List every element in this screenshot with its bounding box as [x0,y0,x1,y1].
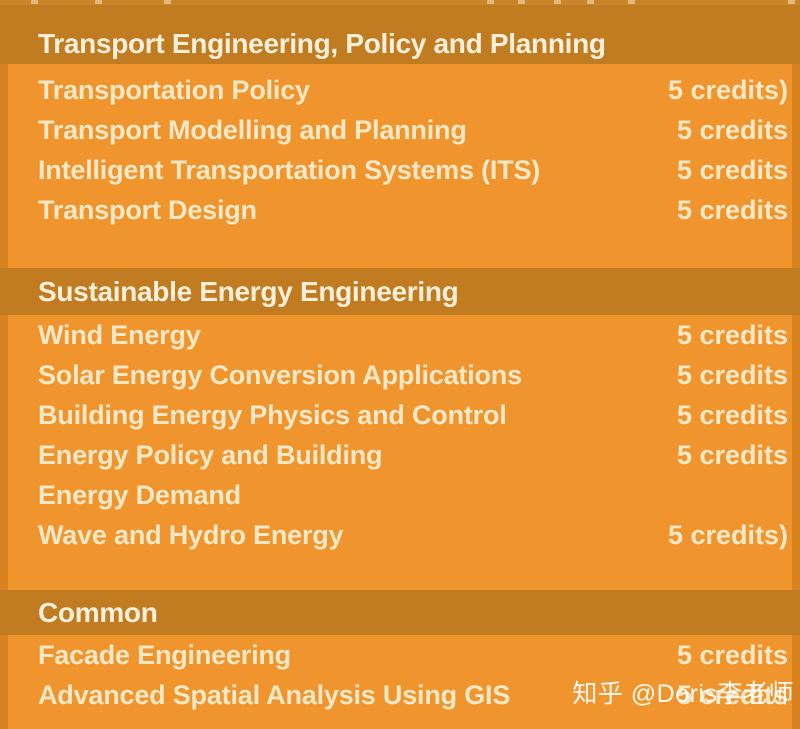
table-row: Solar Energy Conversion Applications 5 c… [8,355,788,395]
table-row: Building Energy Physics and Control 5 cr… [8,395,788,435]
course-credits: 5 credits [676,114,788,145]
course-name: Transport Modelling and Planning [38,114,467,145]
section-title: Sustainable Energy Engineering [38,275,459,307]
table-row: Intelligent Transportation Systems (ITS)… [8,150,788,190]
table-row: Transportation Policy 5 credits) [8,70,788,110]
course-credits: 5 credits) [667,519,788,550]
section-rows-energy: Wind Energy 5 credits Solar Energy Conve… [8,315,792,590]
course-name: Facade Engineering [38,639,291,670]
course-name: Solar Energy Conversion Applications [38,359,522,390]
section-rows-common: Facade Engineering 5 credits Advanced Sp… [8,635,792,729]
section-header-energy: Sustainable Energy Engineering [0,268,800,315]
course-name: Energy Policy and Building [38,439,383,470]
section-title: Transport Engineering, Policy and Planni… [38,28,606,59]
course-name: Transportation Policy [38,74,310,105]
course-name: Wave and Hydro Energy [38,519,344,550]
course-name: Energy Demand [38,479,241,510]
course-credits: 5 credits [676,399,788,430]
table-row: Wind Energy 5 credits [8,315,788,355]
course-credits: 5 credits [676,639,788,670]
course-name: Advanced Spatial Analysis Using GIS [38,679,511,710]
course-name: Transport Design [38,194,257,225]
table-row: Energy Policy and Building 5 credits [8,435,788,475]
table-row: Advanced Spatial Analysis Using GIS 5 cr… [8,675,788,715]
course-credits: 5 credits [676,154,788,185]
section-title: Common [38,596,158,628]
zhihu-watermark: 知乎 @Doris李老师 [572,680,794,708]
course-credits: 5 credits [676,194,788,225]
section-header-transport: Transport Engineering, Policy and Planni… [0,5,800,64]
course-credits: 5 credits) [667,74,788,105]
cropped-row-artifact [0,0,800,5]
table-row: Transport Design 5 credits [8,190,788,230]
course-name: Building Energy Physics and Control [38,399,507,430]
course-credits: 5 credits [676,439,788,470]
course-credits: 5 credits [676,319,788,350]
course-name: Intelligent Transportation Systems (ITS) [38,154,541,185]
course-credits: 5 credits [676,359,788,390]
table-row: Wave and Hydro Energy 5 credits) [8,515,788,555]
section-header-common: Common [0,590,800,635]
table-row: Facade Engineering 5 credits [8,635,788,675]
table-row: Transport Modelling and Planning 5 credi… [8,110,788,150]
course-credits: 5 credits [676,679,788,710]
course-name: Wind Energy [38,319,201,350]
section-rows-transport: Transportation Policy 5 credits) Transpo… [8,64,792,268]
table-row-wrapped-line: Energy Demand [8,475,788,515]
